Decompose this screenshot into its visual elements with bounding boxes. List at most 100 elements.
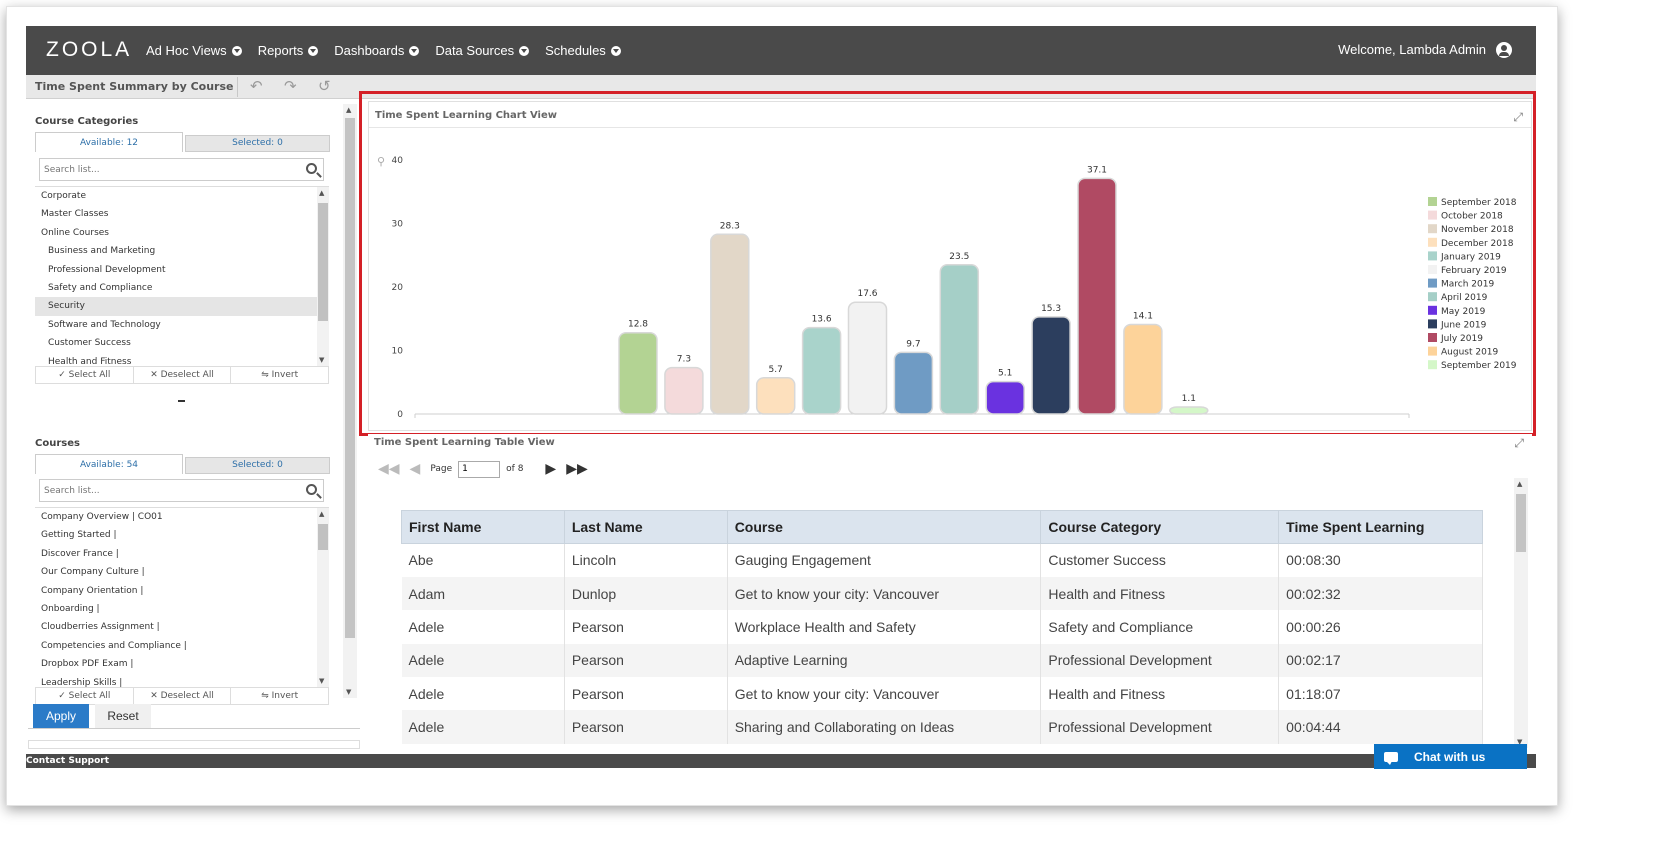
tab-available[interactable]: Available: 12: [35, 132, 183, 152]
list-item[interactable]: Onboarding |: [41, 603, 100, 614]
list-item[interactable]: Master Classes: [41, 209, 109, 220]
column-header[interactable]: Course Category: [1040, 510, 1280, 544]
table-cell: 01:18:07: [1278, 677, 1483, 711]
chat-button[interactable]: Chat with us: [1374, 744, 1527, 769]
select-all-button[interactable]: ✓ Select All: [36, 688, 134, 704]
list-item[interactable]: Cloudberries Assignment |: [41, 622, 160, 633]
apply-button[interactable]: Apply: [33, 704, 89, 728]
table-row[interactable]: Abe Lincoln Gauging Engagement Customer Suc…: [401, 543, 1483, 577]
list-item[interactable]: Software and Technology: [48, 319, 161, 330]
contact-support-link[interactable]: Contact Support: [26, 756, 110, 766]
list-item[interactable]: Security: [35, 297, 329, 316]
courses-scrollbar[interactable]: ▲ ▼: [317, 508, 329, 687]
table-row[interactable]: Adele Pearson Get to know your city: Vanco…: [401, 677, 1483, 711]
list-item[interactable]: Health and Fitness: [48, 356, 132, 366]
invert-button[interactable]: ⇋ Invert: [231, 367, 328, 383]
scrollbar-thumb[interactable]: [318, 524, 328, 550]
chart-bar: [1031, 316, 1071, 415]
scroll-up-icon[interactable]: ▲: [319, 510, 325, 518]
chart-bar: [664, 366, 704, 415]
scroll-up-icon[interactable]: ▲: [319, 189, 325, 197]
list-item[interactable]: Business and Marketing: [48, 246, 156, 257]
select-all-label: Select All: [68, 691, 111, 701]
last-page-icon[interactable]: ▶▶: [566, 461, 588, 477]
list-item[interactable]: Dropbox PDF Exam |: [41, 659, 134, 670]
deselect-all-button[interactable]: ✕ Deselect All: [134, 367, 232, 383]
redo-icon[interactable]: ↷: [284, 77, 297, 95]
column-header[interactable]: Course: [726, 510, 1042, 544]
scroll-up-icon[interactable]: ▲: [1517, 480, 1523, 488]
table-row[interactable]: Adele Pearson Workplace Health and Safety S…: [401, 610, 1483, 644]
data-label: 17.6: [857, 289, 877, 299]
data-label: 9.7: [906, 339, 920, 349]
nav-reports[interactable]: Reports: [258, 43, 319, 58]
minimize-icon[interactable]: [178, 400, 185, 402]
scrollbar-thumb[interactable]: [345, 118, 355, 638]
app-logo[interactable]: ZOOLA: [46, 38, 133, 61]
prev-page-icon[interactable]: ◀: [409, 461, 421, 477]
scroll-down-icon[interactable]: ▼: [319, 356, 325, 364]
tab-available[interactable]: Available: 54: [35, 454, 183, 474]
list-item[interactable]: Getting Started |: [41, 530, 117, 541]
expand-icon[interactable]: ⤢: [1513, 110, 1523, 124]
nav-schedules[interactable]: Schedules: [545, 43, 621, 58]
zoom-icon[interactable]: ⚲: [377, 155, 385, 168]
list-item[interactable]: Corporate: [41, 191, 86, 201]
first-page-icon[interactable]: ◀◀: [378, 461, 400, 477]
table-cell: Safety and Compliance: [1040, 610, 1280, 644]
invert-button[interactable]: ⇋ Invert: [231, 688, 328, 704]
chevron-down-icon: [519, 45, 530, 56]
tab-selected[interactable]: Selected: 0: [185, 457, 330, 474]
reset-icon[interactable]: ↺: [318, 77, 331, 95]
list-item[interactable]: Competencies and Compliance |: [41, 640, 187, 651]
scroll-up-icon[interactable]: ▲: [346, 106, 352, 114]
list-item[interactable]: Discover France |: [41, 548, 119, 559]
table-scrollbar[interactable]: ▲ ▼: [1514, 478, 1528, 748]
chevron-down-icon: [610, 45, 621, 56]
divider: [369, 127, 1531, 128]
column-header[interactable]: First Name: [401, 510, 565, 544]
nav-dashboards[interactable]: Dashboards: [334, 43, 420, 58]
nav-ad-hoc-views[interactable]: Ad Hoc Views: [146, 43, 242, 58]
list-item[interactable]: Leadership Skills |: [41, 677, 123, 687]
expand-icon[interactable]: ⤢: [1514, 436, 1524, 450]
list-item[interactable]: Company Orientation |: [41, 585, 144, 596]
welcome-text[interactable]: Welcome, Lambda Admin: [1338, 42, 1486, 57]
scroll-down-icon[interactable]: ▼: [1517, 738, 1523, 746]
filter-panel-scrollbar[interactable]: ▲ ▼: [343, 104, 357, 698]
page-total: 8: [517, 464, 524, 474]
categories-scrollbar[interactable]: ▲ ▼: [317, 187, 329, 366]
scroll-down-icon[interactable]: ▼: [319, 677, 325, 685]
list-item[interactable]: Online Courses: [41, 227, 110, 238]
list-item[interactable]: Company Overview | CO01: [41, 512, 163, 522]
list-item[interactable]: Customer Success: [48, 338, 131, 349]
column-header[interactable]: Time Spent Learning: [1278, 510, 1483, 544]
undo-icon[interactable]: ↶: [250, 77, 263, 95]
column-header[interactable]: Last Name: [563, 510, 728, 544]
list-item[interactable]: Our Company Culture |: [41, 567, 145, 578]
user-icon[interactable]: [1496, 42, 1512, 58]
table-row[interactable]: Adele Pearson Sharing and Collaborating on…: [401, 710, 1483, 744]
scroll-down-icon[interactable]: ▼: [346, 688, 352, 696]
legend-entry: October 2018: [1441, 212, 1503, 222]
next-page-icon[interactable]: ▶: [545, 461, 557, 477]
search-icon[interactable]: [306, 484, 317, 495]
list-item[interactable]: Safety and Compliance: [48, 282, 153, 293]
table-row[interactable]: Adam Dunlop Get to know your city: Vancouv…: [401, 576, 1483, 611]
scrollbar-thumb[interactable]: [1516, 494, 1526, 552]
select-all-button[interactable]: ✓ Select All: [36, 367, 134, 383]
horizontal-scrollbar[interactable]: [28, 740, 360, 749]
categories-search-input[interactable]: [44, 162, 294, 177]
search-icon[interactable]: [306, 163, 317, 174]
bar-chart: ⚲ 0 10 20 30 40 12.8 7.3 28.3 5.7 13.6 17.6 9.7 23.5 5…: [377, 155, 1517, 420]
scrollbar-thumb[interactable]: [318, 203, 328, 321]
nav-data-sources[interactable]: Data Sources: [435, 43, 530, 58]
page-input[interactable]: [458, 460, 501, 478]
table-row[interactable]: Adele Pearson Adaptive Learning Professiona…: [401, 643, 1483, 678]
deselect-all-button[interactable]: ✕ Deselect All: [134, 688, 232, 704]
tab-selected[interactable]: Selected: 0: [185, 135, 330, 152]
courses-search-input[interactable]: [44, 483, 294, 498]
chart-bar: [801, 326, 842, 415]
reset-button[interactable]: Reset: [95, 704, 151, 728]
list-item[interactable]: Professional Development: [48, 264, 166, 275]
